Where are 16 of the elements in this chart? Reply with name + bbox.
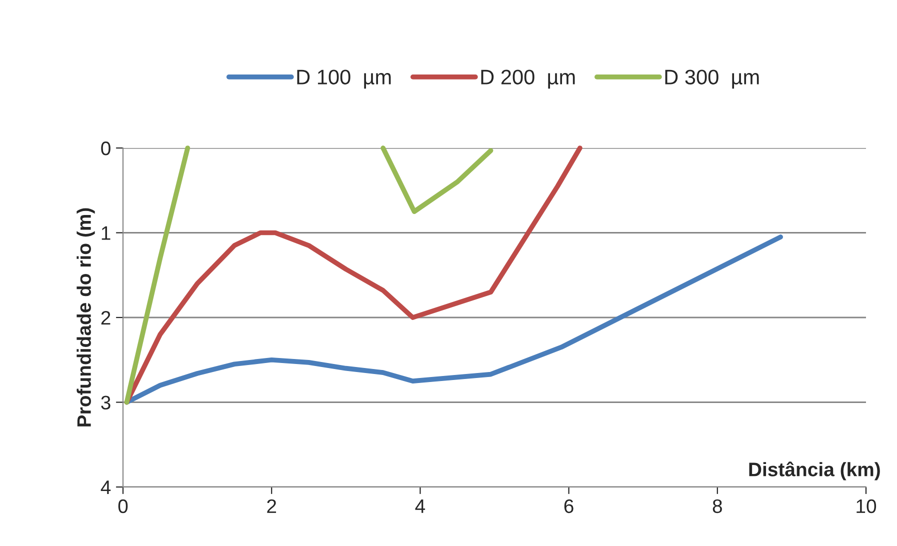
legend-label: D 100 µm — [297, 70, 391, 89]
y-tick-label: 2 — [101, 310, 110, 325]
y-tick-label: 3 — [101, 396, 110, 410]
y-tick-label: 4 — [100, 480, 111, 494]
x-tick-label: 0 — [118, 499, 128, 514]
legend-label: D 300 µm — [665, 70, 759, 89]
x-tick-label: 2 — [267, 499, 276, 513]
y-tick-label: 0 — [101, 141, 110, 156]
legend-label: D 200 µm — [481, 70, 575, 89]
x-axis-title: Distância (km) — [749, 462, 880, 480]
x-tick-label: 10 — [856, 499, 876, 514]
y-axis-title: Profundidade do rio (m) — [76, 208, 95, 426]
x-tick-label: 6 — [564, 499, 574, 514]
x-tick-label: 8 — [712, 499, 722, 514]
y-tick-label: 1 — [102, 226, 110, 240]
x-tick-label: 4 — [415, 500, 426, 513]
